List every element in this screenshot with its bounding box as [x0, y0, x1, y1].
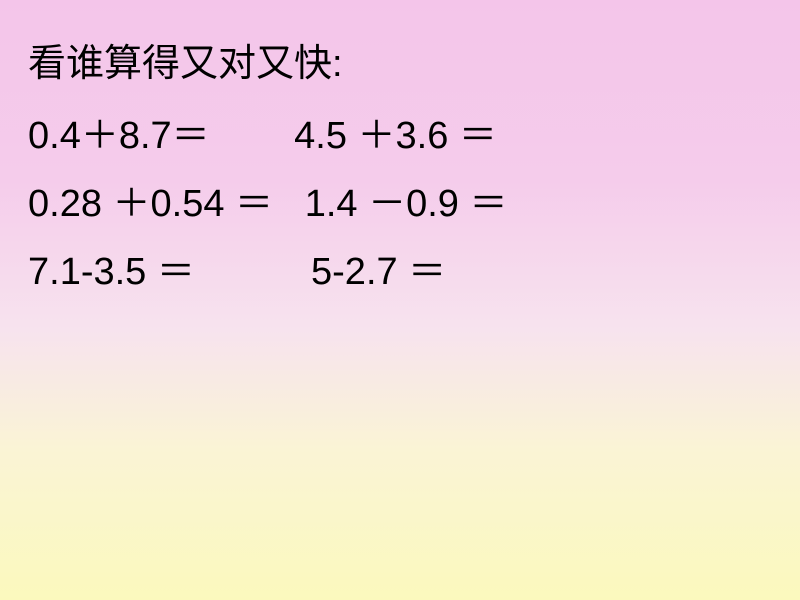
eq-1-left: 0.4＋8.7＝: [28, 115, 210, 157]
eq-3-left: 7.1-3.5 ＝: [28, 251, 195, 293]
eq-1-right: 4.5 ＋3.6 ＝: [294, 115, 497, 157]
slide-container: 看谁算得又对又快: 0.4＋8.7＝ 4.5 ＋3.6 ＝ 0.28 ＋0.54…: [0, 0, 800, 600]
equation-row-1: 0.4＋8.7＝ 4.5 ＋3.6 ＝: [28, 117, 772, 155]
equation-row-2: 0.28 ＋0.54 ＝ 1.4 －0.9 ＝: [28, 185, 772, 223]
eq-2-right: 1.4 －0.9 ＝: [305, 183, 508, 225]
equation-row-3: 7.1-3.5 ＝ 5-2.7 ＝: [28, 253, 772, 291]
slide-title: 看谁算得又对又快:: [28, 32, 772, 87]
eq-3-right: 5-2.7 ＝: [311, 251, 446, 293]
gap-3: [195, 251, 311, 293]
gap-1: [210, 115, 294, 157]
gap-2: [273, 183, 305, 225]
eq-2-left: 0.28 ＋0.54 ＝: [28, 183, 273, 225]
